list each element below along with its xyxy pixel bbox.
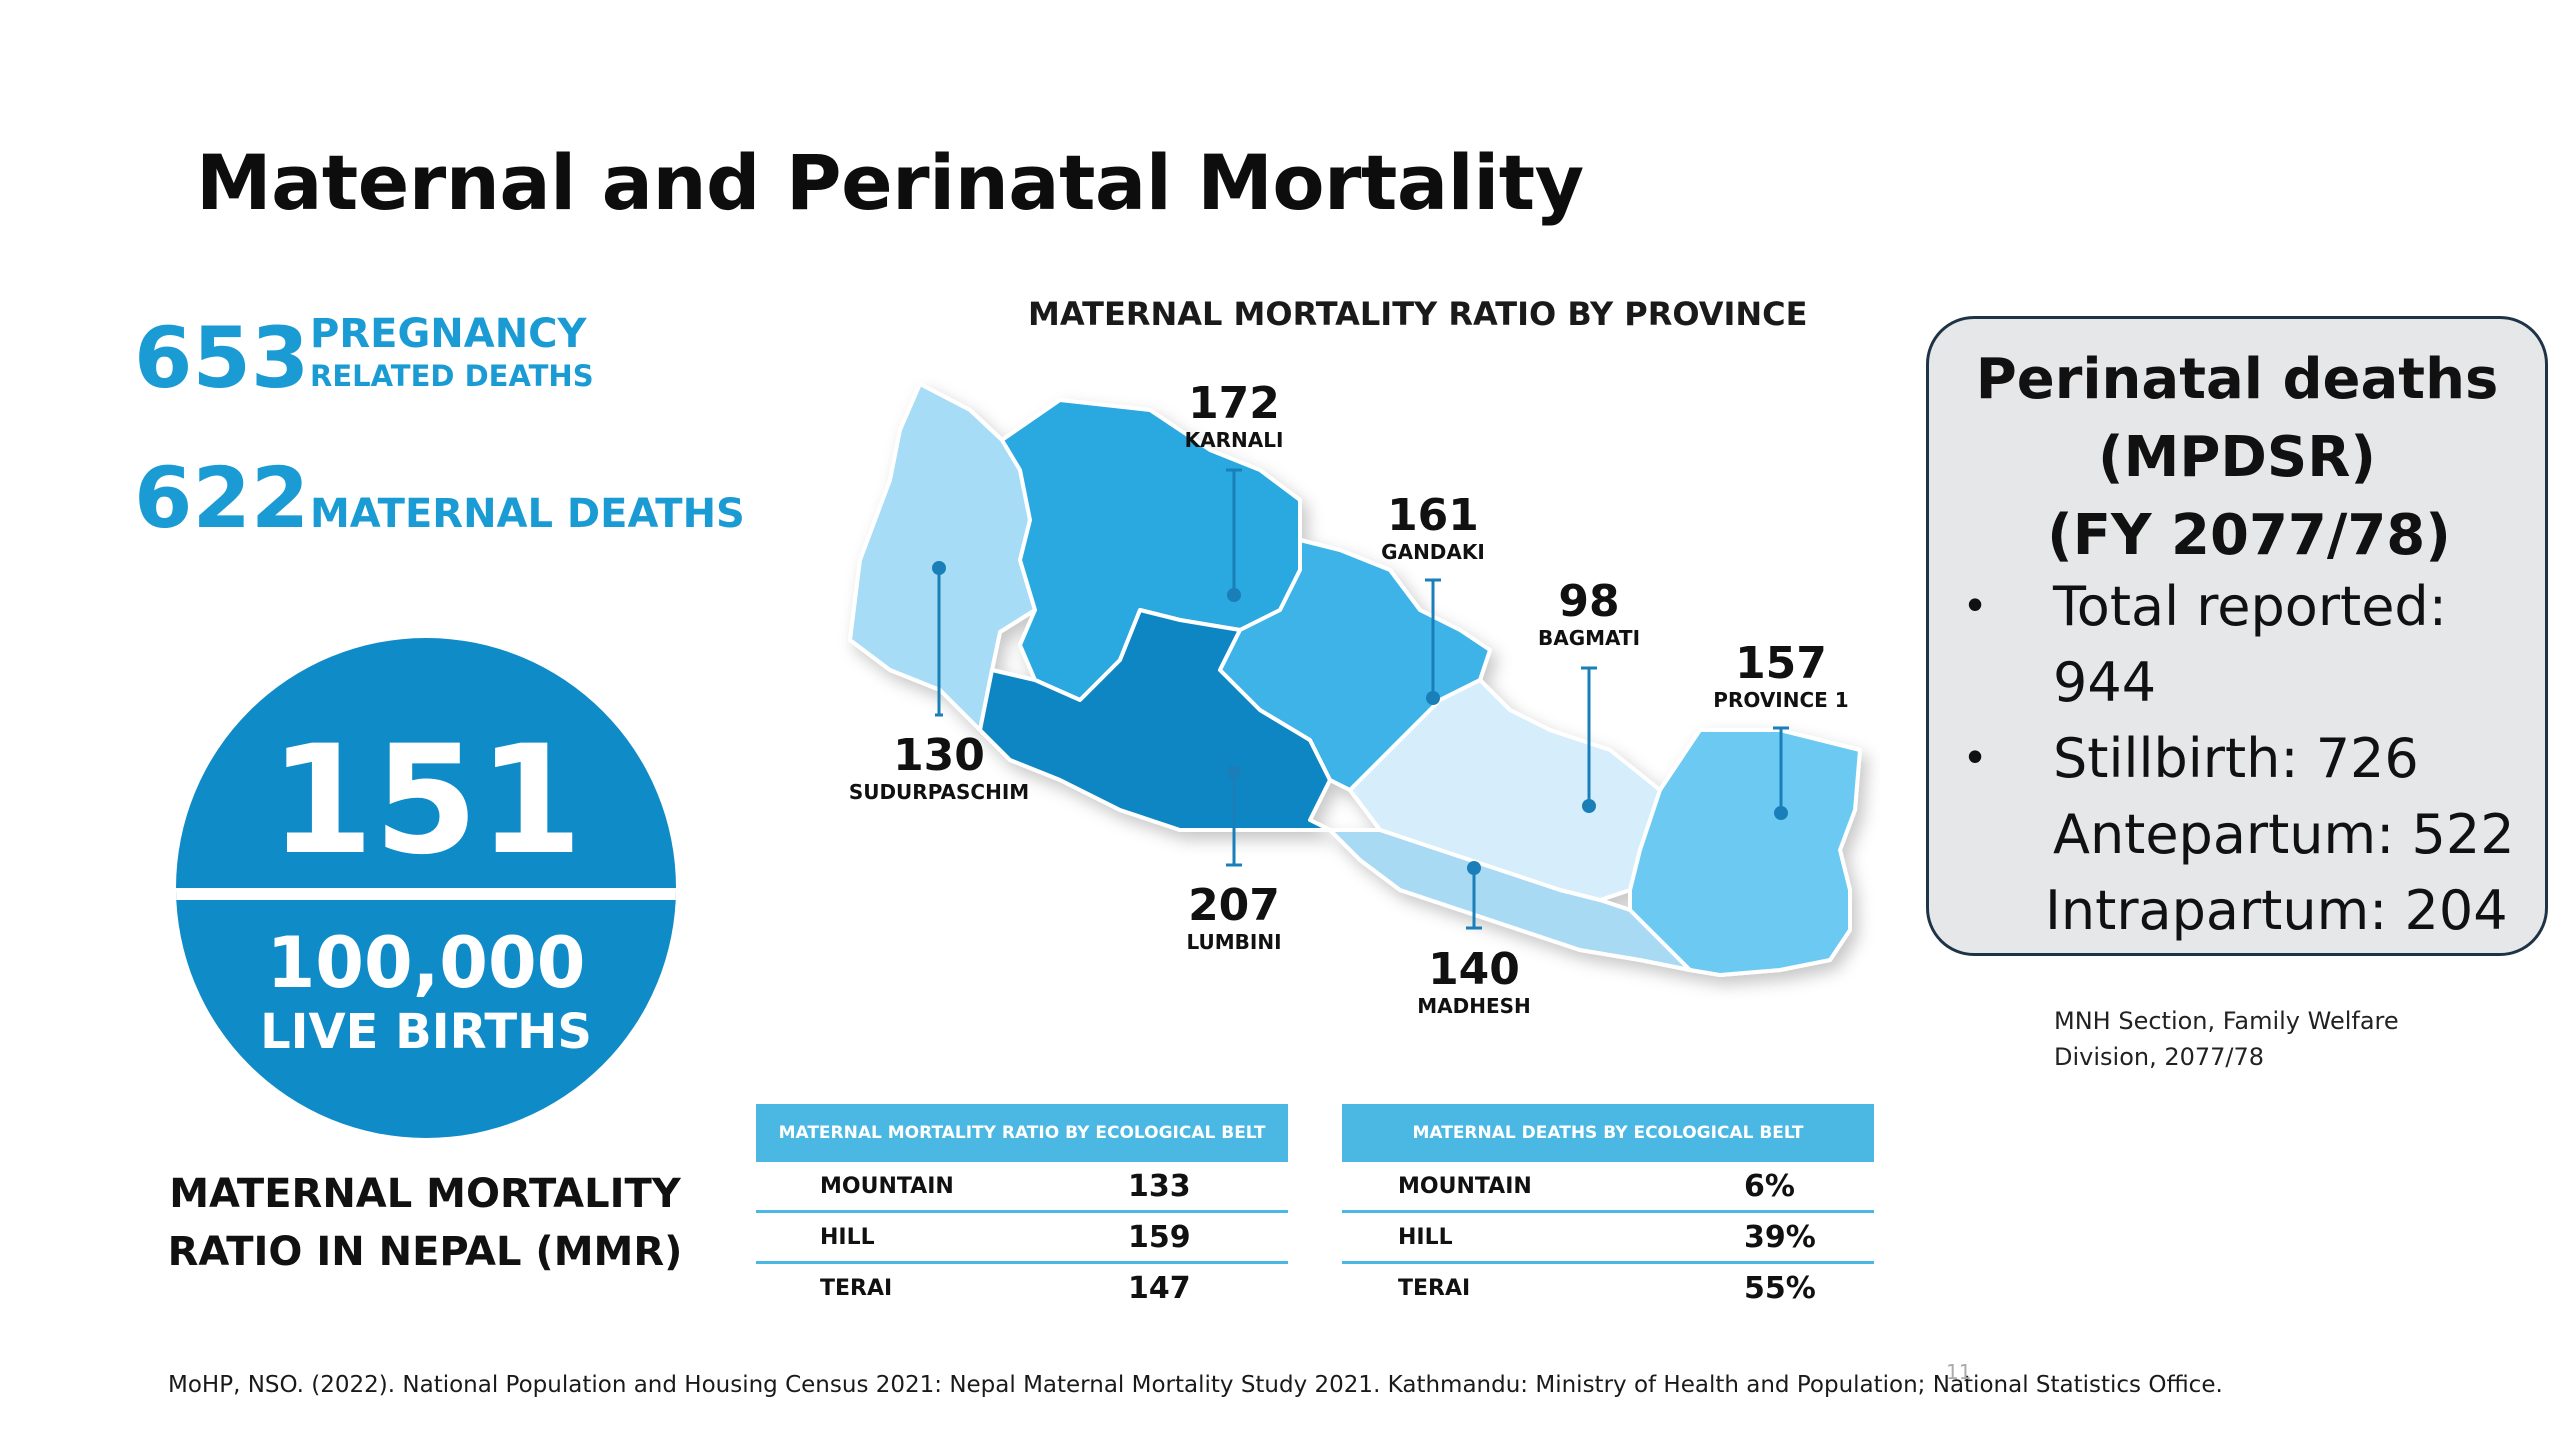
belt-value: 39% (1744, 1219, 1816, 1255)
belt-name: MOUNTAIN (820, 1173, 954, 1199)
province-sudurpaschim-name: SUDURPASCHIM (848, 780, 1030, 804)
deaths-belt-table-header: MATERNAL DEATHS BY ECOLOGICAL BELT (1342, 1104, 1874, 1162)
province-lumbini: 207 LUMBINI (1134, 880, 1334, 954)
nepal-province-map (848, 382, 1862, 977)
mmr-circle: 151 100,000 LIVE BIRTHS (176, 638, 676, 1138)
province-province-1: 157 PROVINCE 1 (1681, 638, 1881, 712)
province-lumbini-value: 207 (1188, 880, 1280, 931)
mmr-belt-table: MATERNAL MORTALITY RATIO BY ECOLOGICAL B… (756, 1104, 1288, 1312)
mmr-value: 151 (269, 714, 583, 888)
perinatal-stillbirth: Stillbirth: 726 (2053, 727, 2419, 790)
table-row: HILL 159 (756, 1213, 1288, 1264)
perinatal-title-line3: (FY 2077/78) (2047, 503, 2451, 568)
perinatal-title: Perinatal deaths (MPDSR) (FY 2077/78) (1929, 341, 2545, 575)
table-row: HILL 39% (1342, 1213, 1874, 1264)
deaths-belt-table: MATERNAL DEATHS BY ECOLOGICAL BELT MOUNT… (1342, 1104, 1874, 1312)
belt-name: TERAI (820, 1275, 893, 1301)
belt-value: 6% (1744, 1168, 1795, 1204)
province-1-name: PROVINCE 1 (1713, 688, 1849, 712)
perinatal-source-line2: Division, 2077/78 (2054, 1043, 2265, 1071)
perinatal-source-line1: MNH Section, Family Welfare (2054, 1007, 2399, 1035)
province-madhesh: 140 MADHESH (1374, 944, 1574, 1018)
table-row: MOUNTAIN 133 (756, 1162, 1288, 1213)
province-lumbini-name: LUMBINI (1186, 930, 1282, 954)
province-bagmati-value: 98 (1558, 576, 1620, 627)
belt-value: 159 (1128, 1219, 1191, 1255)
footer-citation: MoHP, NSO. (2022). National Population a… (168, 1372, 2223, 1398)
map-title: MATERNAL MORTALITY RATIO BY PROVINCE (1028, 295, 1808, 333)
mmr-caption-line2: RATIO IN NEPAL (MMR) (167, 1229, 683, 1275)
province-bagmati: 98 BAGMATI (1489, 576, 1689, 650)
mmr-caption: MATERNAL MORTALITY RATIO IN NEPAL (MMR) (140, 1165, 710, 1281)
province-karnali-value: 172 (1188, 378, 1280, 429)
table-row: TERAI 55% (1342, 1264, 1874, 1312)
perinatal-total-label: Total reported: (2053, 575, 2447, 638)
perinatal-title-line2: (MPDSR) (2098, 425, 2376, 490)
mmr-denominator-unit: LIVE BIRTHS (260, 1004, 592, 1060)
mmr-divider (176, 888, 676, 900)
belt-name: HILL (820, 1224, 875, 1250)
province-gandaki-value: 161 (1387, 490, 1479, 541)
bullet-icon: • (1967, 730, 1984, 782)
perinatal-title-line1: Perinatal deaths (1975, 347, 2499, 412)
map-region-province-1 (1628, 728, 1862, 977)
province-sudurpaschim-value: 130 (893, 730, 985, 781)
belt-name: TERAI (1398, 1275, 1471, 1301)
pregnancy-deaths-value: 653 (134, 309, 310, 407)
province-sudurpaschim: 130 SUDURPASCHIM (839, 730, 1039, 804)
pregnancy-deaths-label-2: RELATED DEATHS (310, 359, 594, 393)
province-karnali: 172 KARNALI (1134, 378, 1334, 452)
province-1-value: 157 (1735, 638, 1827, 689)
province-gandaki-name: GANDAKI (1381, 540, 1485, 564)
belt-value: 147 (1128, 1270, 1191, 1306)
province-gandaki: 161 GANDAKI (1333, 490, 1533, 564)
belt-name: HILL (1398, 1224, 1453, 1250)
mmr-denominator: 100,000 (266, 922, 586, 1004)
perinatal-source: MNH Section, Family Welfare Division, 20… (2054, 1003, 2494, 1075)
province-madhesh-value: 140 (1428, 944, 1520, 995)
bullet-icon: • (1967, 578, 1984, 630)
pregnancy-deaths-label-1: PREGNANCY (310, 311, 587, 357)
mmr-caption-line1: MATERNAL MORTALITY (169, 1171, 681, 1217)
perinatal-intrapartum: Intrapartum: 204 (2045, 879, 2508, 942)
belt-name: MOUNTAIN (1398, 1173, 1532, 1199)
slide-number: 11 (1946, 1360, 1972, 1384)
belt-value: 55% (1744, 1270, 1816, 1306)
slide-title: Maternal and Perinatal Mortality (196, 138, 1584, 227)
perinatal-antepartum: Antepartum: 522 (2053, 803, 2515, 866)
province-madhesh-name: MADHESH (1417, 994, 1531, 1018)
maternal-deaths-value: 622 (134, 449, 310, 547)
province-karnali-name: KARNALI (1184, 428, 1284, 452)
perinatal-total-value: 944 (2053, 651, 2157, 714)
maternal-deaths-label: MATERNAL DEATHS (310, 491, 745, 537)
table-row: MOUNTAIN 6% (1342, 1162, 1874, 1213)
mmr-belt-table-header: MATERNAL MORTALITY RATIO BY ECOLOGICAL B… (756, 1104, 1288, 1162)
table-row: TERAI 147 (756, 1264, 1288, 1312)
belt-value: 133 (1128, 1168, 1191, 1204)
province-bagmati-name: BAGMATI (1537, 626, 1641, 650)
perinatal-deaths-box: Perinatal deaths (MPDSR) (FY 2077/78) • … (1926, 316, 2548, 956)
